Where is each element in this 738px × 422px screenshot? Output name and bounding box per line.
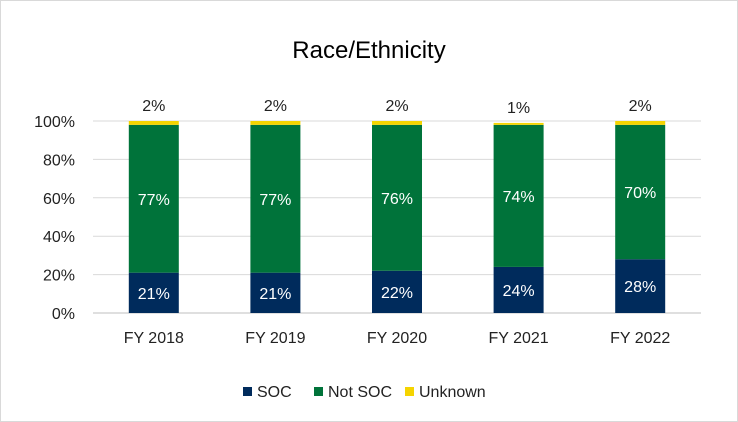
data-label: 21% <box>138 286 170 303</box>
bar-segment-soc <box>615 259 666 313</box>
y-tick-label: 100% <box>34 114 75 131</box>
x-axis-ticks: FY 2018 FY 2019 FY 2020 FY 2021 FY 2022 <box>124 330 671 347</box>
data-label: 70% <box>624 185 656 202</box>
bar-segment-not-soc <box>372 124 422 271</box>
y-tick-label: 0% <box>52 306 75 323</box>
bar-segment-soc <box>250 272 301 313</box>
legend-swatch <box>314 387 323 396</box>
bar-segment-unknown <box>372 121 422 125</box>
data-label: 77% <box>138 192 170 209</box>
data-label: 2% <box>264 98 287 115</box>
bar-segment-unknown <box>615 121 666 125</box>
bar-segment-unknown <box>250 121 301 125</box>
y-axis-ticks: 0% 20% 40% 60% 80% 100% <box>34 114 75 323</box>
x-tick-label: FY 2019 <box>245 330 305 347</box>
data-label: 24% <box>503 283 535 300</box>
data-label: 22% <box>381 285 413 302</box>
y-tick-label: 40% <box>43 229 75 246</box>
bar-segment-soc <box>372 270 422 313</box>
chart-title: Race/Ethnicity <box>292 37 445 64</box>
y-tick-label: 60% <box>43 191 75 208</box>
legend-label: Unknown <box>419 384 486 401</box>
bar-segment-not-soc <box>493 124 544 267</box>
data-label: 28% <box>624 279 656 296</box>
data-label: 2% <box>142 98 165 115</box>
bar-segment-unknown <box>493 122 544 125</box>
bar-segment-not-soc <box>250 124 301 273</box>
data-label: 2% <box>629 98 652 115</box>
y-tick-label: 80% <box>43 152 75 169</box>
x-tick-label: FY 2018 <box>124 330 184 347</box>
legend-swatch <box>243 387 252 396</box>
bar-segment-soc <box>128 272 179 313</box>
bar-segment-not-soc <box>128 124 179 273</box>
data-label: 74% <box>503 189 535 206</box>
x-tick-label: FY 2021 <box>488 330 548 347</box>
bars: 21% 77% 2% 21% 77% 2% 22% 76% 2% 24% 74% 1% 28% 70% 2% <box>128 98 666 313</box>
legend-label: Not SOC <box>328 384 392 401</box>
data-label: 2% <box>385 98 408 115</box>
legend: SOC Not SOC Unknown <box>243 384 486 401</box>
data-label: 21% <box>259 286 291 303</box>
data-label: 77% <box>259 192 291 209</box>
data-label: 76% <box>381 191 413 208</box>
x-tick-label: FY 2020 <box>367 330 427 347</box>
legend-label: SOC <box>257 384 292 401</box>
x-tick-label: FY 2022 <box>610 330 670 347</box>
legend-swatch <box>405 387 414 396</box>
data-label: 1% <box>507 100 530 117</box>
bar-segment-unknown <box>128 121 179 125</box>
y-tick-label: 20% <box>43 268 75 285</box>
bar-segment-soc <box>493 266 544 313</box>
bar-segment-not-soc <box>615 124 666 260</box>
